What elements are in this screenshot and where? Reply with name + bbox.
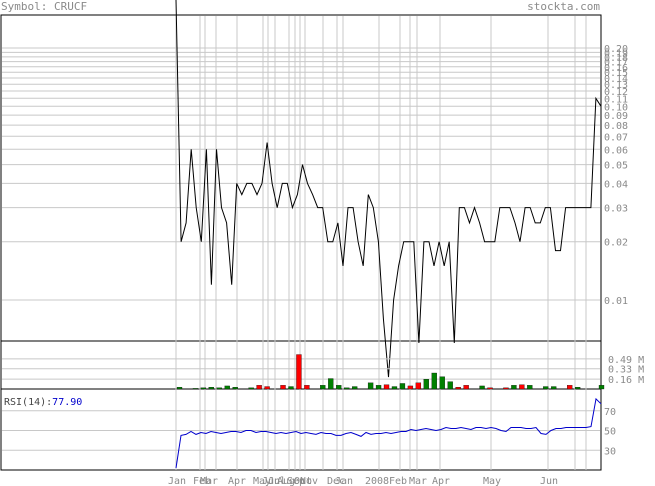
volume-bar	[574, 387, 581, 390]
price-tick-label: 0.06	[604, 145, 628, 156]
price-tick-label: 0.19	[604, 48, 628, 59]
volume-bar	[264, 386, 270, 390]
price-frame	[0, 14, 602, 342]
volume-bar	[248, 387, 254, 390]
x-tick-label: Apr	[432, 476, 450, 486]
price-tick-label: 0.04	[604, 179, 628, 190]
price-tick-label: 0.12	[604, 87, 628, 98]
volume-bar	[479, 385, 485, 390]
price-tick-label: 0.15	[604, 68, 628, 79]
volume-bar	[256, 385, 262, 390]
volume-bar	[527, 385, 533, 390]
x-tick-label: Feb	[193, 476, 211, 486]
volume-bar	[383, 384, 390, 390]
volume-tick-label: 0.16 M	[608, 375, 644, 386]
x-tick-label: May	[253, 476, 271, 486]
volume-bar	[304, 385, 310, 390]
volume-bar	[320, 385, 326, 390]
x-tick-label: Aug	[277, 476, 295, 486]
volume-bar	[431, 372, 437, 390]
rsi-tick-label: 70	[604, 407, 616, 418]
x-tick-label: Jan	[168, 476, 186, 486]
volume-tick-label: 0.49 M	[608, 355, 644, 366]
price-tick-label: 0.14	[604, 74, 628, 85]
x-tick-label: Jul	[268, 476, 286, 486]
price-tick-label: 0.17	[604, 58, 628, 69]
volume-bar	[192, 388, 199, 390]
price-tick-label: 0.13	[604, 80, 628, 91]
volume-bar	[463, 385, 469, 390]
x-tick-label: Mar	[200, 476, 218, 486]
volume-bar	[511, 385, 517, 390]
volume-bar	[407, 385, 414, 390]
price-tick-label: 0.09	[604, 111, 628, 122]
rsi-frame	[0, 388, 602, 471]
rsi-value: 77.90	[52, 397, 83, 408]
volume-bar	[288, 386, 294, 390]
price-tick-label: 0.10	[604, 102, 628, 113]
volume-bar	[399, 383, 406, 390]
volume-bar	[375, 385, 382, 390]
volume-bar	[415, 382, 422, 390]
volume-bar	[487, 387, 493, 390]
volume-bar	[280, 385, 286, 390]
volume-bar	[551, 386, 557, 390]
volume-bar	[439, 376, 445, 390]
rsi-label: RSI(14):77.90	[4, 397, 82, 408]
price-tick-label: 0.05	[604, 161, 628, 172]
volume-bar	[543, 386, 549, 390]
price-tick-label: 0.08	[604, 121, 628, 132]
x-tick-label: Jun	[262, 476, 280, 486]
volume-bar	[391, 386, 398, 390]
volume-bar	[503, 387, 509, 390]
rsi-tick-label: 50	[604, 427, 616, 438]
volume-bar	[336, 385, 342, 390]
price-tick-label: 0.01	[604, 296, 628, 307]
volume-tick-label: 0.33 M	[608, 365, 644, 376]
price-tick-label: 0.02	[604, 238, 628, 249]
price-tick-label: 0.07	[604, 132, 628, 143]
volume-bar	[567, 385, 573, 390]
x-tick-label: Mar	[409, 476, 427, 486]
x-tick-label: Sep	[287, 476, 305, 486]
volume-bar	[328, 378, 334, 390]
volume-bar	[519, 384, 525, 390]
x-tick-label: Jun	[540, 476, 558, 486]
x-tick-label: Dec	[327, 476, 345, 486]
volume-bar	[176, 387, 183, 390]
volume-bar	[232, 387, 238, 390]
volume-bar	[367, 382, 374, 390]
price-tick-label: 0.03	[604, 204, 628, 215]
volume-bar	[423, 379, 429, 390]
rsi-label-text: RSI(14):	[4, 397, 53, 408]
x-tick-label: Feb	[389, 476, 407, 486]
x-tick-label: Oct	[294, 476, 312, 486]
price-tick-label: 0.11	[604, 94, 628, 105]
price-tick-label: 0.16	[604, 63, 628, 74]
x-tick-label: May	[483, 476, 501, 486]
volume-bar	[216, 387, 222, 390]
volume-bar	[455, 387, 461, 390]
site-label: stockta.com	[527, 0, 600, 13]
symbol-label: Symbol: CRUCF	[1, 0, 88, 13]
volume-bar	[296, 354, 302, 390]
price-line	[175, 0, 602, 378]
x-tick-label: 2008	[365, 476, 389, 486]
volume-bar	[447, 381, 453, 390]
volume-bar	[208, 387, 214, 390]
volume-bar	[224, 385, 230, 390]
price-tick-label: 0.20	[604, 44, 628, 55]
volume-bar	[352, 386, 358, 390]
price-tick-label: 0.18	[604, 53, 628, 64]
volume-bar	[344, 387, 350, 390]
x-tick-label: Jan	[335, 476, 353, 486]
volume-bar	[598, 385, 605, 390]
rsi-line	[175, 397, 602, 469]
x-tick-label: Apr	[228, 476, 246, 486]
volume-bar	[200, 387, 207, 390]
x-tick-label: Nov	[300, 476, 318, 486]
rsi-tick-label: 30	[604, 446, 616, 457]
